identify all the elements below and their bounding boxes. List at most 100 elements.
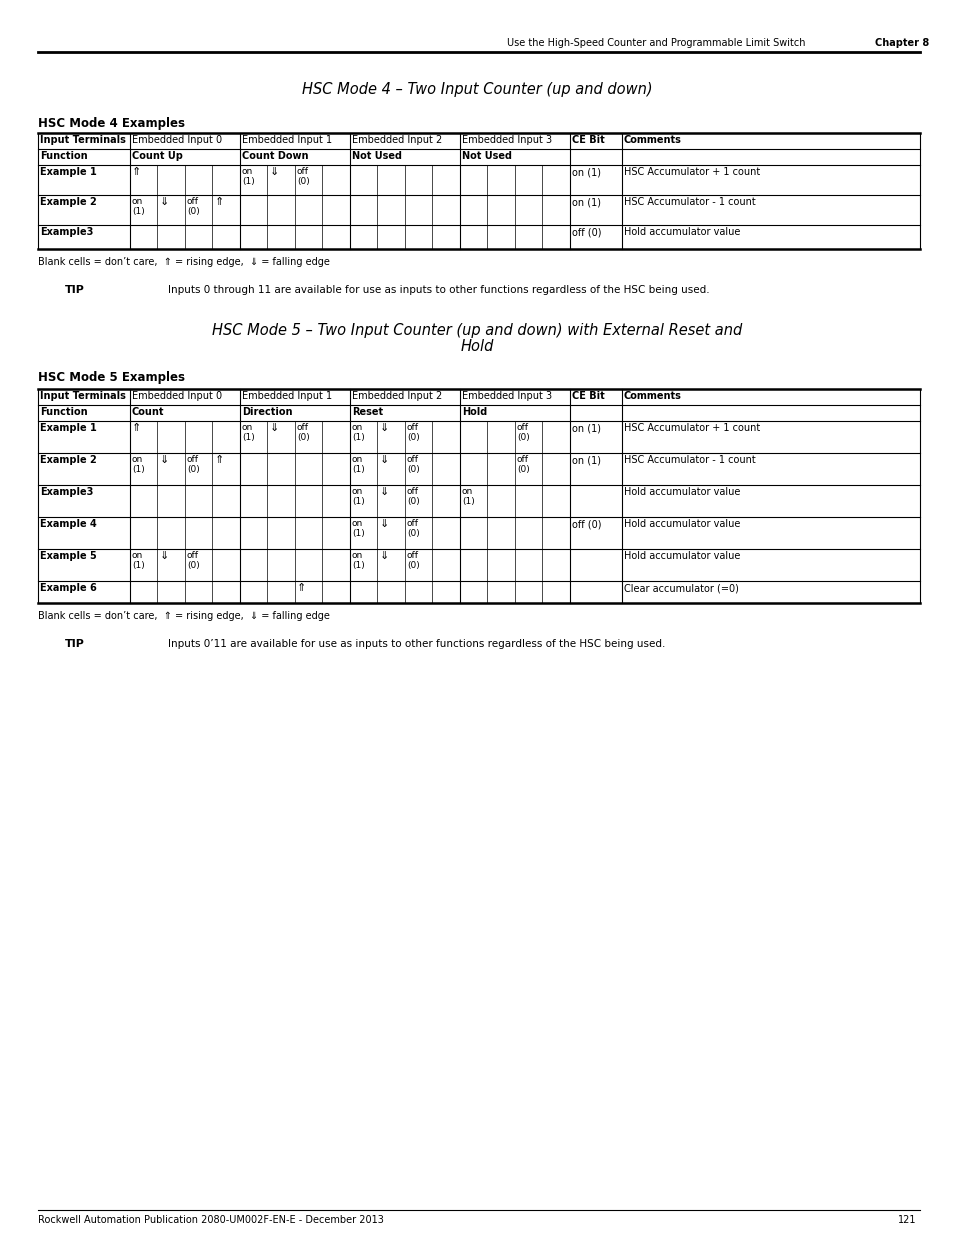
Text: ⇑: ⇑ (132, 424, 141, 433)
Text: ⇑: ⇑ (296, 583, 306, 593)
Text: on
(1): on (1) (352, 551, 364, 571)
Text: Not Used: Not Used (352, 151, 401, 161)
Text: Example 2: Example 2 (40, 198, 96, 207)
Text: Input Terminals: Input Terminals (40, 135, 126, 144)
Text: Example3: Example3 (40, 487, 93, 496)
Text: Rockwell Automation Publication 2080-UM002F-EN-E - December 2013: Rockwell Automation Publication 2080-UM0… (38, 1215, 383, 1225)
Text: Hold accumulator value: Hold accumulator value (623, 551, 740, 561)
Text: off
(0): off (0) (187, 551, 199, 571)
Text: Example 1: Example 1 (40, 424, 96, 433)
Text: on
(1): on (1) (352, 519, 364, 538)
Text: Function: Function (40, 151, 88, 161)
Text: ⇓: ⇓ (379, 424, 389, 433)
Text: ⇑: ⇑ (132, 167, 141, 177)
Text: Count: Count (132, 408, 164, 417)
Text: on
(1): on (1) (352, 487, 364, 506)
Text: Function: Function (40, 408, 88, 417)
Text: Count Up: Count Up (132, 151, 183, 161)
Text: Example 4: Example 4 (40, 519, 96, 529)
Text: Hold: Hold (460, 338, 493, 354)
Text: ⇓: ⇓ (269, 424, 278, 433)
Text: Embedded Input 3: Embedded Input 3 (461, 391, 552, 401)
Text: Blank cells = don’t care,  ⇑ = rising edge,  ⇓ = falling edge: Blank cells = don’t care, ⇑ = rising edg… (38, 257, 330, 267)
Text: on
(1): on (1) (132, 198, 145, 216)
Text: off
(0): off (0) (407, 487, 419, 506)
Text: off
(0): off (0) (187, 198, 199, 216)
Text: ⇓: ⇓ (379, 454, 389, 466)
Text: off
(0): off (0) (407, 519, 419, 538)
Text: Blank cells = don’t care,  ⇑ = rising edge,  ⇓ = falling edge: Blank cells = don’t care, ⇑ = rising edg… (38, 611, 330, 621)
Text: HSC Accumulator + 1 count: HSC Accumulator + 1 count (623, 167, 760, 177)
Text: ⇓: ⇓ (159, 551, 169, 561)
Text: ⇓: ⇓ (159, 454, 169, 466)
Text: HSC Accumulator - 1 count: HSC Accumulator - 1 count (623, 198, 755, 207)
Text: HSC Accumulator - 1 count: HSC Accumulator - 1 count (623, 454, 755, 466)
Text: Reset: Reset (352, 408, 383, 417)
Text: CE Bit: CE Bit (572, 135, 604, 144)
Text: ⇑: ⇑ (214, 454, 224, 466)
Text: Use the High-Speed Counter and Programmable Limit Switch: Use the High-Speed Counter and Programma… (506, 38, 808, 48)
Text: Comments: Comments (623, 391, 681, 401)
Text: Hold accumulator value: Hold accumulator value (623, 519, 740, 529)
Text: off
(0): off (0) (407, 424, 419, 442)
Text: ⇓: ⇓ (269, 167, 278, 177)
Text: Embedded Input 3: Embedded Input 3 (461, 135, 552, 144)
Text: CE Bit: CE Bit (572, 391, 604, 401)
Text: Input Terminals: Input Terminals (40, 391, 126, 401)
Text: Example 1: Example 1 (40, 167, 96, 177)
Text: off (0): off (0) (572, 227, 601, 237)
Text: TIP: TIP (65, 638, 85, 650)
Text: HSC Mode 5 Examples: HSC Mode 5 Examples (38, 370, 185, 384)
Text: Clear accumulator (=0): Clear accumulator (=0) (623, 583, 739, 593)
Text: on (1): on (1) (572, 424, 600, 433)
Text: HSC Accumulator + 1 count: HSC Accumulator + 1 count (623, 424, 760, 433)
Text: Embedded Input 2: Embedded Input 2 (352, 391, 442, 401)
Text: on (1): on (1) (572, 167, 600, 177)
Text: ⇓: ⇓ (379, 551, 389, 561)
Text: Embedded Input 0: Embedded Input 0 (132, 135, 222, 144)
Text: off
(0): off (0) (407, 454, 419, 474)
Text: on
(1): on (1) (242, 424, 254, 442)
Text: off
(0): off (0) (517, 454, 529, 474)
Text: 121: 121 (897, 1215, 915, 1225)
Text: off
(0): off (0) (407, 551, 419, 571)
Text: ⇓: ⇓ (379, 487, 389, 496)
Text: Inputs 0 through 11 are available for use as inputs to other functions regardles: Inputs 0 through 11 are available for us… (168, 285, 709, 295)
Text: Example 6: Example 6 (40, 583, 96, 593)
Text: on
(1): on (1) (132, 454, 145, 474)
Text: on
(1): on (1) (352, 424, 364, 442)
Text: HSC Mode 4 – Two Input Counter (up and down): HSC Mode 4 – Two Input Counter (up and d… (301, 82, 652, 98)
Text: Count Down: Count Down (242, 151, 308, 161)
Text: HSC Mode 5 – Two Input Counter (up and down) with External Reset and: HSC Mode 5 – Two Input Counter (up and d… (212, 324, 741, 338)
Text: Hold accumulator value: Hold accumulator value (623, 227, 740, 237)
Text: Example 2: Example 2 (40, 454, 96, 466)
Text: HSC Mode 4 Examples: HSC Mode 4 Examples (38, 117, 185, 130)
Text: Direction: Direction (242, 408, 293, 417)
Text: Embedded Input 1: Embedded Input 1 (242, 391, 332, 401)
Text: Inputs 0’11 are available for use as inputs to other functions regardless of the: Inputs 0’11 are available for use as inp… (168, 638, 664, 650)
Text: Embedded Input 1: Embedded Input 1 (242, 135, 332, 144)
Text: Hold accumulator value: Hold accumulator value (623, 487, 740, 496)
Text: Comments: Comments (623, 135, 681, 144)
Text: Not Used: Not Used (461, 151, 512, 161)
Text: on
(1): on (1) (242, 167, 254, 186)
Text: on
(1): on (1) (461, 487, 475, 506)
Text: on
(1): on (1) (132, 551, 145, 571)
Text: off (0): off (0) (572, 519, 601, 529)
Text: Hold: Hold (461, 408, 487, 417)
Text: Chapter 8: Chapter 8 (874, 38, 928, 48)
Text: on (1): on (1) (572, 454, 600, 466)
Text: ⇓: ⇓ (379, 519, 389, 529)
Text: off
(0): off (0) (187, 454, 199, 474)
Text: on (1): on (1) (572, 198, 600, 207)
Text: off
(0): off (0) (296, 167, 310, 186)
Text: off
(0): off (0) (296, 424, 310, 442)
Text: Embedded Input 2: Embedded Input 2 (352, 135, 442, 144)
Text: TIP: TIP (65, 285, 85, 295)
Text: ⇑: ⇑ (214, 198, 224, 207)
Text: Example3: Example3 (40, 227, 93, 237)
Text: on
(1): on (1) (352, 454, 364, 474)
Text: ⇓: ⇓ (159, 198, 169, 207)
Text: Example 5: Example 5 (40, 551, 96, 561)
Text: Embedded Input 0: Embedded Input 0 (132, 391, 222, 401)
